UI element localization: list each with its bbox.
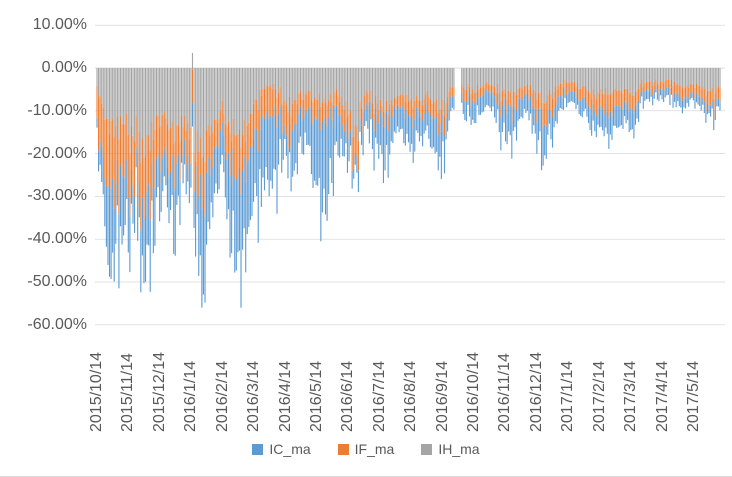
legend-item-ih: IH_ma (421, 441, 480, 457)
x-axis-tick-label: 2017/4/14 (653, 360, 671, 432)
x-axis-tick-label: 2015/10/14 (88, 351, 105, 432)
legend-swatch-ic-icon (252, 443, 264, 455)
y-axis-tick-label: 10.00% (32, 16, 87, 34)
legend-label-ic: IC_ma (269, 441, 311, 457)
legend-swatch-if-icon (337, 443, 349, 455)
y-axis-tick-label: -40.00% (27, 230, 87, 248)
legend-item-ic: IC_ma (252, 441, 311, 457)
x-axis-tick-label: 2016/6/14 (339, 360, 357, 432)
x-axis-tick-label: 2017/5/14 (684, 360, 702, 432)
y-axis-tick-label: -20.00% (27, 144, 87, 162)
x-axis-tick-label: 2015/12/14 (150, 351, 168, 432)
legend-label-if: IF_ma (354, 441, 395, 457)
x-axis-tick-label: 2016/7/14 (370, 360, 388, 432)
y-axis-tick-label: 0.00% (41, 59, 87, 76)
x-axis-tick-label: 2016/9/14 (433, 360, 451, 432)
legend: IC_ma IF_ma IH_ma (0, 441, 732, 457)
x-axis-tick-label: 2016/11/14 (496, 353, 514, 432)
y-axis-tick-label: -60.00% (27, 315, 87, 333)
x-axis-tick-label: 2016/12/14 (527, 351, 545, 432)
x-axis-tick-label: 2016/4/14 (276, 360, 294, 432)
x-axis-tick-label: 2015/11/14 (119, 353, 137, 432)
legend-swatch-ih-icon (421, 443, 433, 455)
x-axis-tick-label: 2017/1/14 (559, 360, 577, 432)
stacked-bars-plot (95, 10, 725, 326)
y-axis-tick-label: -50.00% (27, 273, 87, 290)
legend-label-ih: IH_ma (438, 441, 480, 457)
x-axis-tick-label: 2016/5/14 (307, 360, 325, 432)
x-axis-tick-label: 2016/3/14 (245, 360, 263, 432)
x-axis-tick-label: 2016/1/14 (182, 360, 200, 432)
x-axis-tick-label: 2016/2/14 (213, 360, 231, 432)
x-axis-tick-label: 2017/2/14 (590, 360, 608, 432)
y-axis-tick-label: -30.00% (27, 187, 87, 205)
x-axis-tick-label: 2016/8/14 (402, 360, 420, 432)
y-axis-tick-label: -10.00% (27, 101, 87, 119)
legend-item-if: IF_ma (337, 441, 395, 457)
x-axis-tick-label: 2016/10/14 (465, 351, 483, 432)
x-axis-tick-label: 2017/3/14 (622, 360, 640, 432)
